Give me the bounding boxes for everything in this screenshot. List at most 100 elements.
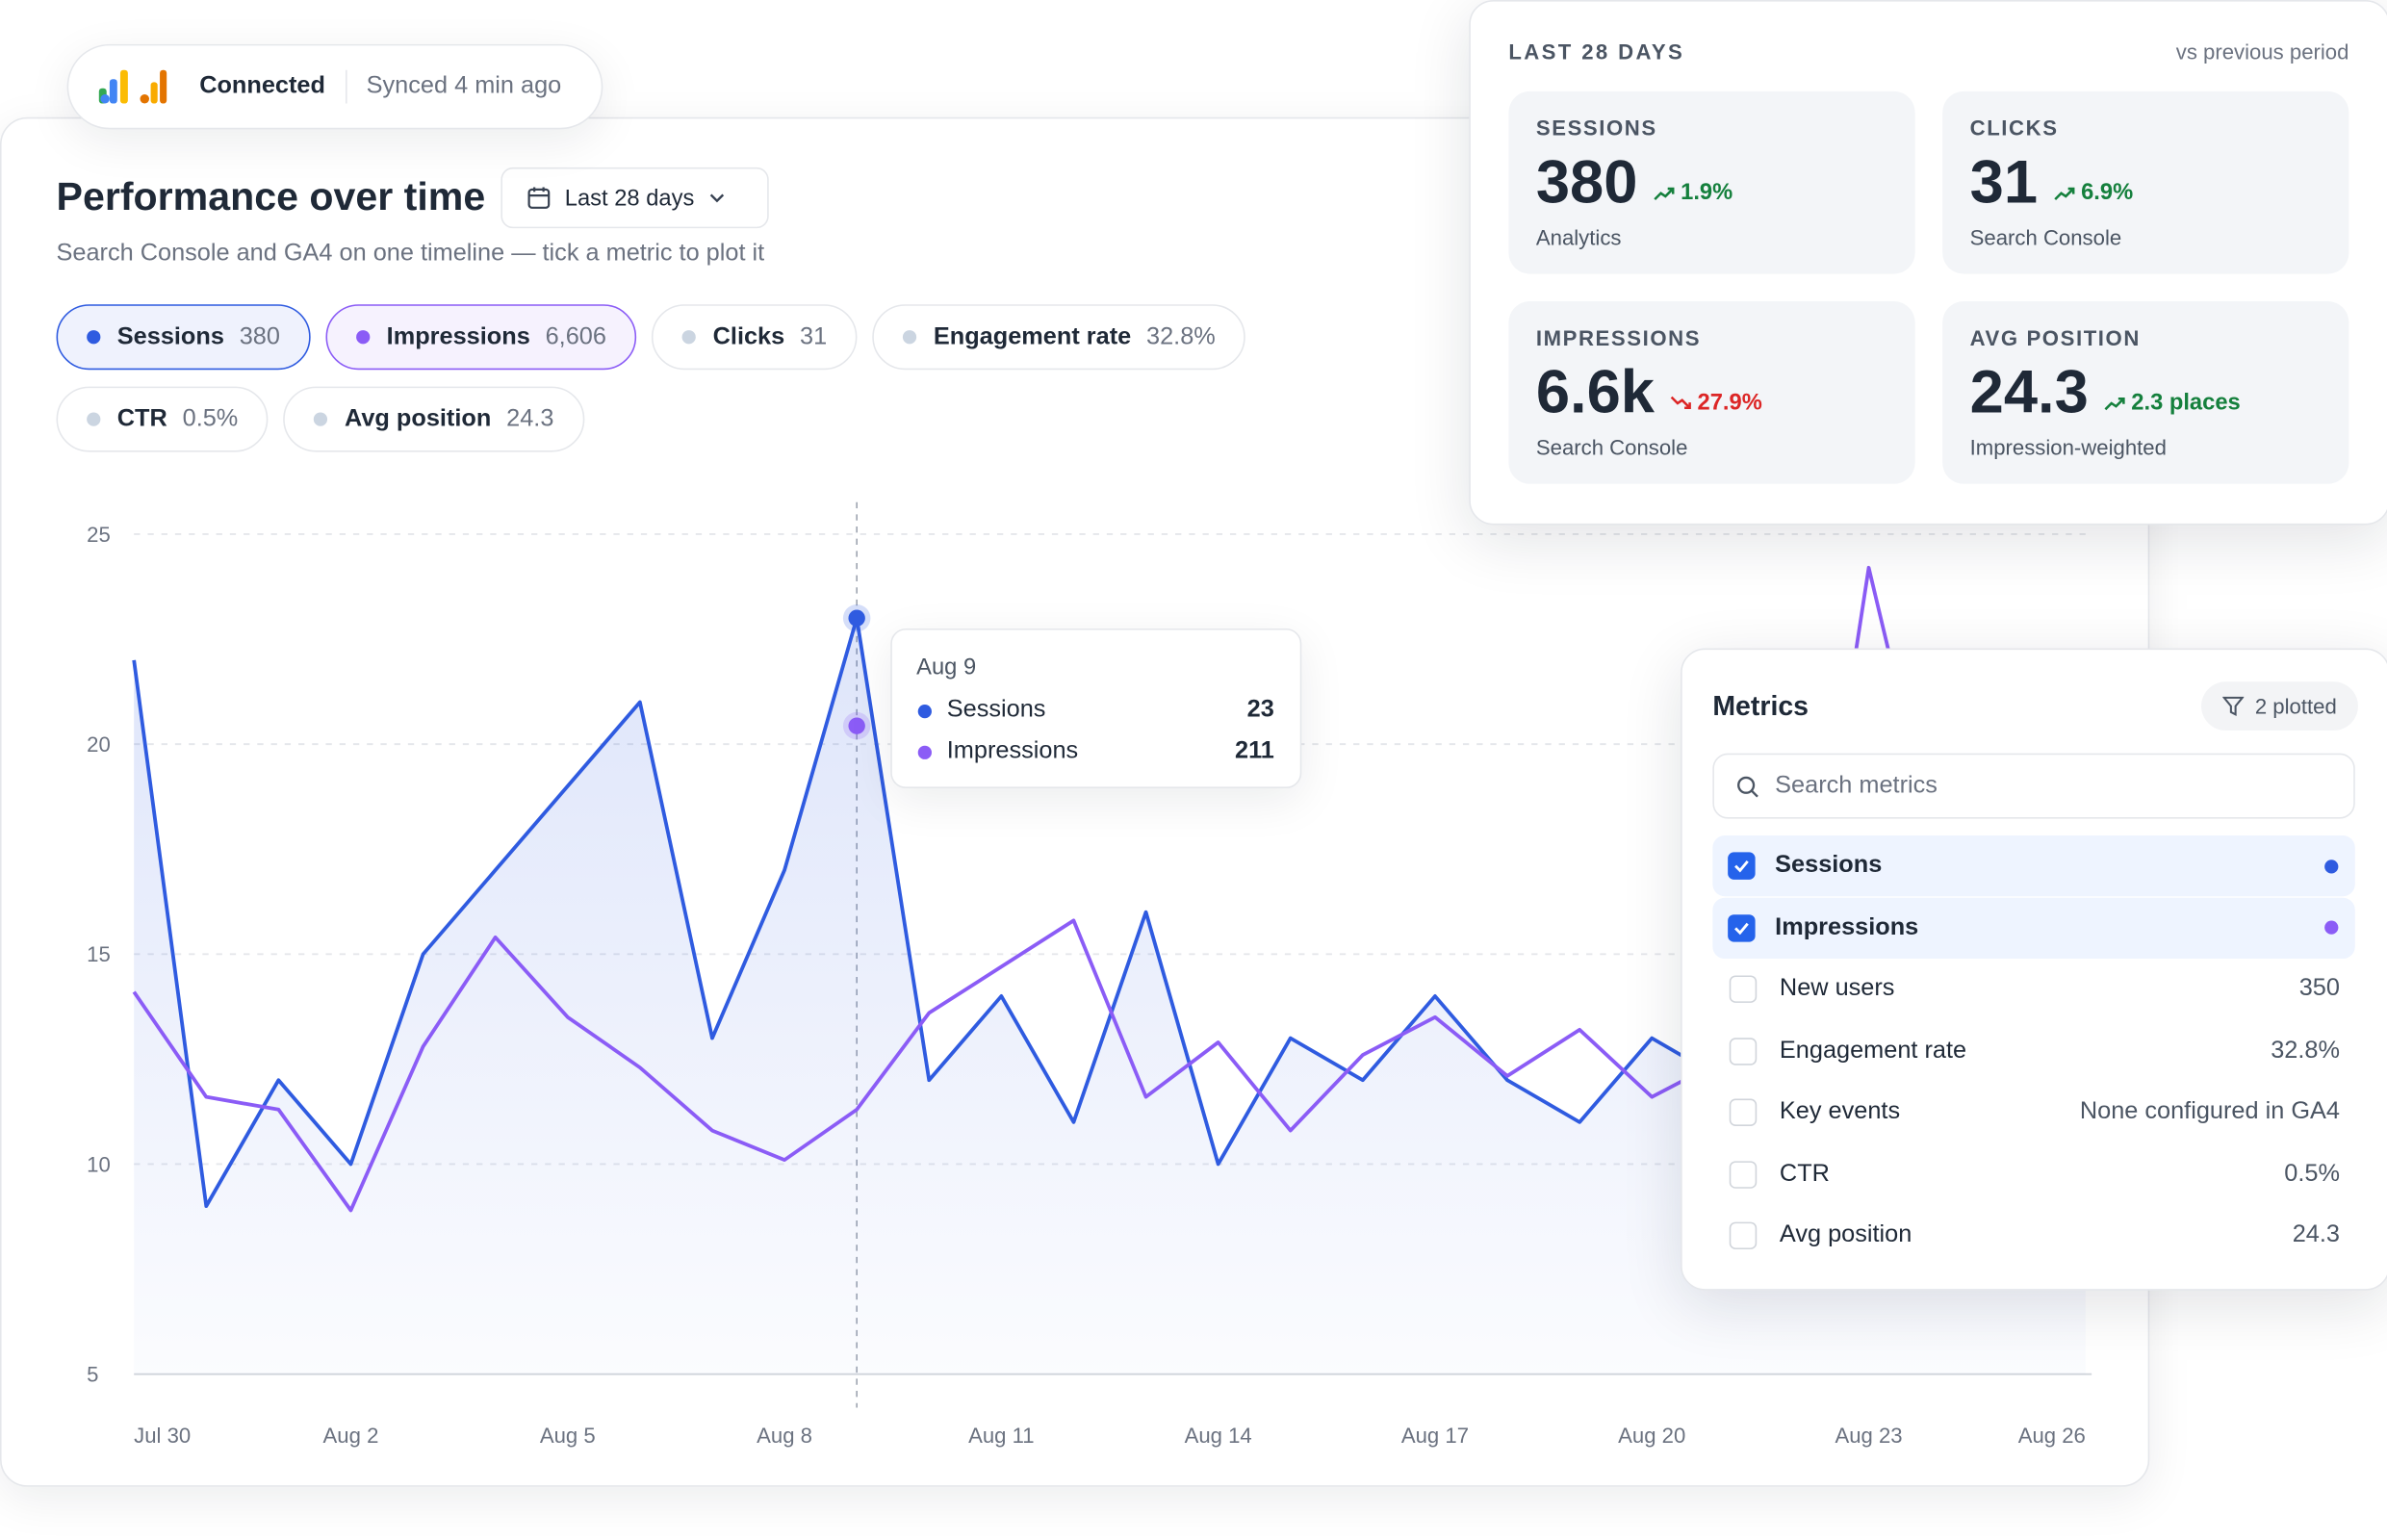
chip-dot	[314, 412, 328, 426]
range-button[interactable]: Last 28 days	[500, 167, 769, 229]
y-tick-label: 25	[87, 523, 111, 547]
tooltip-dot	[917, 705, 932, 719]
chip-value: 32.8%	[1146, 322, 1216, 349]
chip-dot	[356, 330, 371, 345]
plotted-badge[interactable]: 2 plotted	[2201, 681, 2358, 731]
checkbox[interactable]	[1728, 913, 1756, 941]
area	[134, 618, 2086, 1374]
metric-row[interactable]: New users 350	[1712, 959, 2354, 1019]
tooltip-name: Impressions	[946, 737, 1079, 764]
chip-name: Engagement rate	[933, 322, 1132, 349]
check-icon	[1734, 860, 1749, 873]
metric-row[interactable]: CTR 0.5%	[1712, 1143, 2354, 1204]
y-tick-label: 15	[87, 942, 111, 966]
compare-label: vs previous period	[2175, 39, 2349, 64]
summary-card: IMPRESSIONS 6.6k 27.9% Search Console	[1508, 301, 1915, 484]
summary-card: AVG POSITION 24.3 2.3 places Impression-wei…	[1942, 301, 2349, 484]
metric-row[interactable]: Engagement rate 32.8%	[1712, 1020, 2354, 1081]
card-change: 27.9%	[1670, 390, 1762, 416]
checkbox[interactable]	[1729, 1037, 1758, 1065]
card-value: 24.3	[1969, 359, 2089, 426]
card-source: Impression-weighted	[1969, 435, 2167, 460]
card-change-text: 6.9%	[2081, 179, 2134, 206]
x-tick-label: Aug 17	[1401, 1424, 1469, 1448]
summary-panel: LAST 28 DAYS vs previous period SESSIONS…	[1469, 0, 2387, 526]
card-value: 380	[1535, 148, 1638, 217]
metric-row[interactable]: Impressions	[1712, 897, 2355, 959]
status-label: Connected	[199, 72, 325, 99]
tooltip: Aug 9 Sessions 23 Impressions 211	[890, 628, 1302, 788]
metric-dot	[2324, 920, 2339, 935]
metric-name: Engagement rate	[1779, 1037, 1967, 1064]
card-label: CLICKS	[1969, 116, 2059, 141]
metric-value: None configured in GA4	[2079, 1098, 2340, 1125]
metric-chip[interactable]: Engagement rate 32.8%	[872, 304, 1246, 371]
metric-name: Impressions	[1775, 913, 1919, 940]
y-tick-label: 20	[87, 732, 111, 757]
hover-dot-decor	[848, 717, 865, 734]
metric-row[interactable]: Avg position 24.3	[1712, 1205, 2354, 1266]
metric-row[interactable]: Key events None configured in GA4	[1712, 1082, 2354, 1142]
y-tick-label: 10	[87, 1152, 111, 1176]
x-tick-label: Aug 11	[968, 1424, 1034, 1448]
checkbox[interactable]	[1729, 975, 1758, 1003]
chip-value: 380	[239, 322, 280, 349]
x-tick-label: Aug 26	[2018, 1424, 2086, 1448]
metric-value: 24.3	[2292, 1221, 2340, 1248]
card-source: Search Console	[1535, 435, 1688, 460]
search-box[interactable]: Search metrics	[1712, 753, 2355, 819]
card-source: Search Console	[1969, 224, 2122, 250]
sync-label: Synced 4 min ago	[366, 72, 562, 99]
chip-name: Avg position	[345, 405, 492, 432]
x-tick-label: Aug 5	[540, 1424, 596, 1448]
chip-name: Clicks	[712, 322, 785, 349]
metric-chip[interactable]: Avg position 24.3	[283, 386, 585, 452]
tooltip-date: Aug 9	[916, 654, 977, 680]
card-change: 1.9%	[1654, 179, 1733, 206]
chip-row: Sessions 380 Impressions 6,606 Clicks 31 Engag…	[56, 304, 1274, 452]
metric-row[interactable]: Sessions	[1712, 834, 2355, 897]
card-source: Analytics	[1535, 224, 1622, 250]
x-tick-label: Jul 30	[134, 1424, 191, 1448]
plotted-label: 2 plotted	[2254, 693, 2337, 719]
card-value: 31	[1969, 148, 2039, 217]
card-change-text: 2.3 places	[2131, 389, 2241, 416]
source-icons	[98, 69, 167, 104]
chip-dot	[682, 330, 697, 345]
x-tick-label: Aug 8	[757, 1424, 812, 1448]
metric-chip[interactable]: CTR 0.5%	[56, 386, 269, 452]
x-tick-label: Aug 14	[1185, 1424, 1252, 1448]
metric-name: New users	[1779, 975, 1895, 1002]
chip-name: Impressions	[386, 322, 530, 349]
trend-icon	[2104, 397, 2125, 410]
metric-name: Avg position	[1779, 1221, 1912, 1248]
tooltip-value: 211	[1234, 737, 1274, 764]
card-change-text: 27.9%	[1697, 389, 1762, 416]
card-value: 6.6k	[1535, 359, 1656, 426]
trend-icon	[1670, 395, 1691, 409]
metric-chip[interactable]: Clicks 31	[652, 304, 858, 371]
checkbox[interactable]	[1729, 1098, 1758, 1126]
metric-value: 0.5%	[2284, 1160, 2340, 1187]
checkbox[interactable]	[1728, 852, 1756, 880]
metric-chip[interactable]: Impressions 6,606	[325, 304, 637, 371]
metric-name: Sessions	[1775, 852, 1883, 879]
tooltip-value: 23	[1246, 697, 1274, 723]
metric-dot	[2324, 859, 2339, 873]
metric-chip[interactable]: Sessions 380	[56, 304, 311, 371]
checkbox[interactable]	[1729, 1160, 1758, 1188]
metric-value: 32.8%	[2271, 1037, 2340, 1064]
metric-name: CTR	[1779, 1160, 1830, 1187]
chip-dot	[903, 330, 917, 345]
chip-value: 31	[800, 322, 828, 349]
chip-name: CTR	[116, 405, 167, 432]
calendar-icon	[527, 187, 551, 209]
x-tick-label: Aug 2	[323, 1424, 379, 1448]
checkbox[interactable]	[1729, 1221, 1758, 1250]
card-label: SESSIONS	[1535, 116, 1657, 141]
card-change-text: 1.9%	[1681, 179, 1733, 206]
metric-name: Key events	[1779, 1098, 1901, 1125]
summary-card: CLICKS 31 6.9% Search Console	[1942, 90, 2349, 274]
